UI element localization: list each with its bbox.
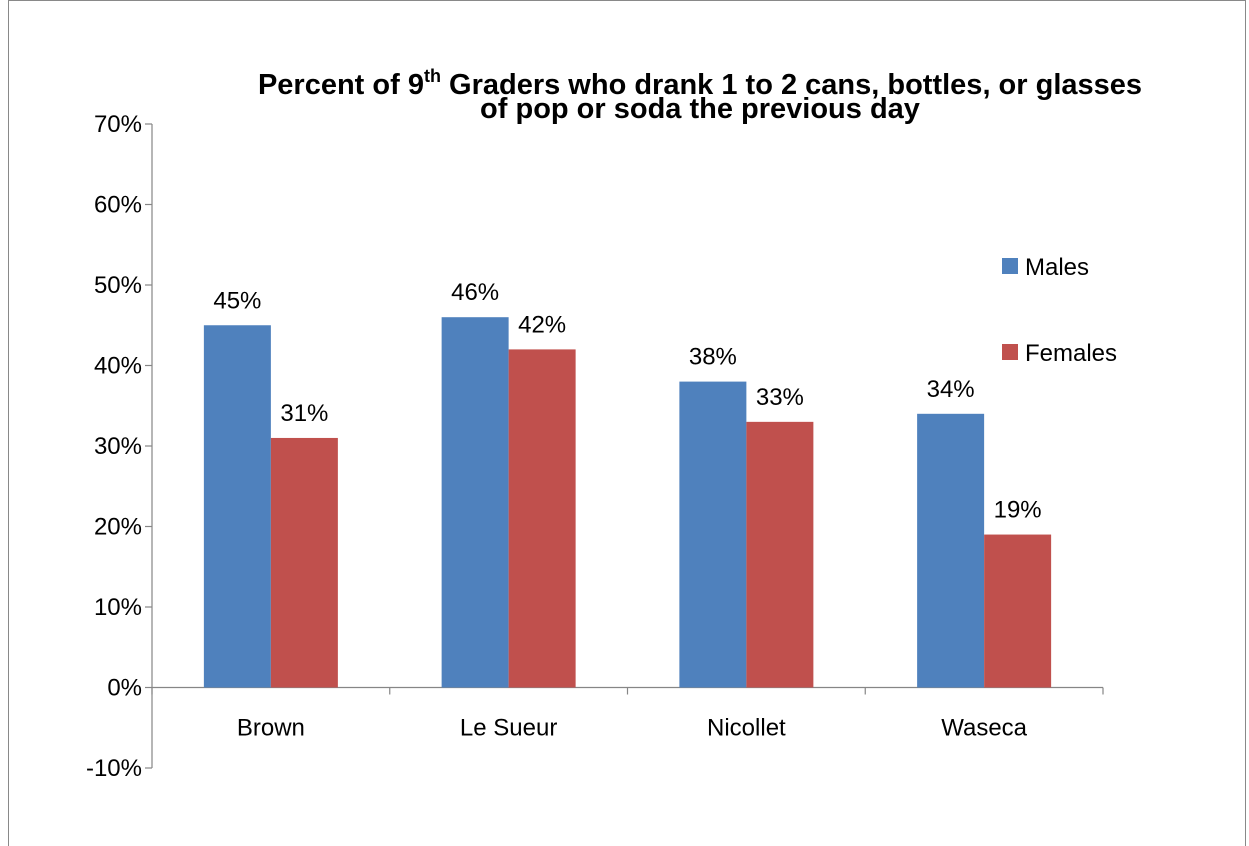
bar-males [917,413,985,688]
bar-males [679,381,747,688]
chart-title-line1: Percent of 9th Graders who drank 1 to 2 … [258,66,1142,101]
y-tick-label: 40% [94,353,142,380]
chart-title-prefix: Percent of 9 [258,69,424,101]
legend-swatch-females [1002,344,1018,360]
y-tick-label: 30% [94,433,142,460]
y-tick-label: 20% [94,514,142,541]
data-label: 46% [451,279,499,306]
chart-title-line1-suffix: Graders who drank 1 to 2 cans, bottles, … [441,69,1142,101]
bar-females [508,349,576,688]
x-tick-label: Nicollet [707,715,786,742]
data-label: 33% [756,384,804,411]
x-tick-label: Brown [237,715,305,742]
data-label: 38% [689,344,737,371]
bar-females [746,421,814,688]
data-label: 45% [213,287,261,314]
bar-males [203,325,271,688]
y-tick-label: 50% [94,272,142,299]
y-tick-label: 60% [94,192,142,219]
data-label: 19% [994,497,1042,524]
x-tick-label: Le Sueur [460,715,557,742]
chart-title-line2: of pop or soda the previous day [480,93,920,125]
y-tick-label: 10% [94,594,142,621]
legend-label-females: Females [1025,340,1117,367]
data-label: 34% [927,376,975,403]
y-tick-label: 70% [94,111,142,138]
plot-area: -10% 0% 10% 20% 30% 40% 50% 60% 70% Brown 45% 31% Le… [86,111,1117,782]
y-tick-label: 0% [107,675,142,702]
bar-females [270,437,338,688]
legend-swatch-males [1002,258,1018,274]
bar-females [984,534,1052,688]
data-label: 42% [518,311,566,338]
chart-title-superscript: th [424,66,441,86]
x-tick-label: Waseca [941,715,1027,742]
y-tick-label: -10% [86,755,142,782]
legend-label-males: Males [1025,254,1089,281]
data-label: 31% [280,400,328,427]
bar-males [441,317,509,688]
